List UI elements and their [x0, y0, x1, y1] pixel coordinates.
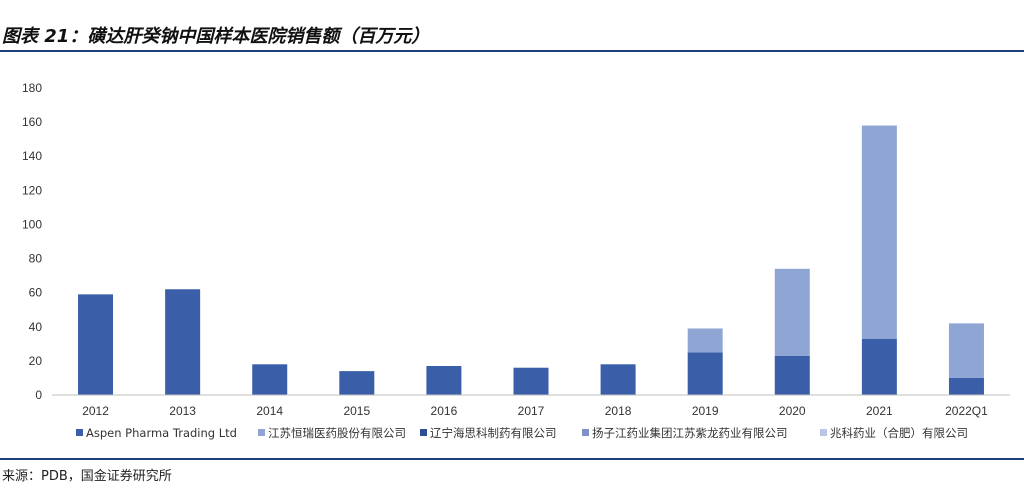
bar-segment	[165, 289, 201, 395]
legend-swatch	[76, 429, 83, 436]
figure-title: 图表 21：磺达肝癸钠中国样本医院销售额（百万元）	[2, 26, 430, 47]
y-tick-label: 20	[29, 354, 43, 368]
legend: Aspen Pharma Trading Ltd 江苏恒瑞医药股份有限公司 辽宁海思…	[76, 426, 968, 440]
x-tick-label: 2021	[866, 404, 893, 418]
top-rule	[0, 50, 1024, 52]
legend-swatch	[258, 429, 265, 436]
bar-segment	[948, 323, 984, 378]
bar-segment	[861, 338, 897, 395]
y-tick-label: 160	[22, 115, 42, 129]
legend-swatch	[582, 429, 589, 436]
y-tick-label: 40	[29, 320, 43, 334]
legend-swatch	[820, 429, 827, 436]
legend-label: 江苏恒瑞医药股份有限公司	[268, 426, 406, 440]
bar-segment	[600, 364, 636, 395]
y-tick-label: 0	[35, 388, 42, 402]
source-note: 来源：PDB，国金证券研究所	[2, 469, 172, 484]
bar-segment	[687, 352, 723, 395]
x-tick-label: 2020	[779, 404, 806, 418]
legend-label: 辽宁海思科制药有限公司	[430, 426, 557, 440]
legend-label: Aspen Pharma Trading Ltd	[86, 426, 237, 440]
bar-segment	[774, 355, 810, 395]
bar-segment	[948, 377, 984, 395]
x-tick-label: 2018	[605, 404, 632, 418]
bar-segment	[513, 367, 549, 395]
y-tick-label: 80	[29, 252, 43, 266]
y-tick-label: 100	[22, 217, 42, 231]
bars	[78, 125, 984, 395]
x-tick-label: 2012	[82, 404, 109, 418]
y-tick-label: 60	[29, 286, 43, 300]
y-tick-label: 120	[22, 183, 42, 197]
x-tick-label: 2013	[169, 404, 196, 418]
x-tick-label: 2022Q1	[945, 404, 988, 418]
x-tick-label: 2016	[431, 404, 458, 418]
x-tick-label: 2015	[343, 404, 370, 418]
x-axis-ticks: 2012 2013 2014 2015 2016 2017 2018 2019 2020 2021…	[82, 404, 988, 418]
bar-segment	[252, 364, 288, 395]
bar-segment	[78, 294, 114, 395]
legend-label: 扬子江药业集团江苏紫龙药业有限公司	[592, 426, 788, 440]
bottom-rule	[0, 458, 1024, 460]
legend-swatch	[420, 429, 427, 436]
bar-segment	[426, 366, 462, 395]
bar-segment	[687, 328, 723, 353]
legend-label: 兆科药业（合肥）有限公司	[830, 426, 968, 440]
bar-segment	[861, 125, 897, 339]
y-axis-ticks: 0 20 40 60 80 100 120 140 160 180	[22, 81, 42, 402]
bar-segment	[339, 371, 375, 395]
y-tick-label: 180	[22, 81, 42, 95]
x-tick-label: 2014	[256, 404, 283, 418]
x-tick-label: 2019	[692, 404, 719, 418]
x-tick-label: 2017	[518, 404, 545, 418]
y-tick-label: 140	[22, 149, 42, 163]
bar-segment	[774, 268, 810, 356]
